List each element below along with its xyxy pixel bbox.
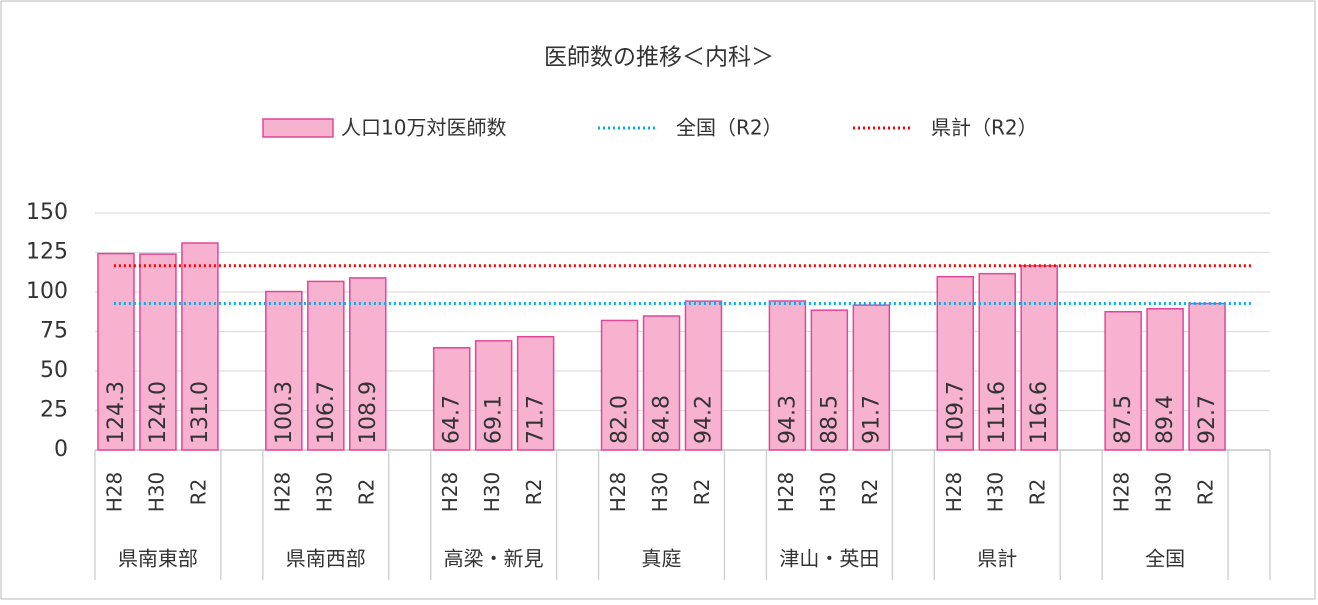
x-tick-label: H28 xyxy=(102,472,126,513)
x-tick-label: R2 xyxy=(522,479,546,506)
bar xyxy=(600,319,639,451)
x-tick-label: H30 xyxy=(648,472,672,513)
group-label: 真庭 xyxy=(642,547,682,571)
bar xyxy=(642,315,681,451)
x-tick-label: R2 xyxy=(186,479,210,506)
value-label: 87.5 xyxy=(1111,395,1136,444)
value-label: 84.8 xyxy=(650,395,675,444)
bar xyxy=(181,242,219,451)
bar xyxy=(1188,302,1226,451)
x-tick-label: H28 xyxy=(942,472,966,513)
group-label: 県計 xyxy=(977,547,1017,571)
bar xyxy=(936,275,975,451)
x-tick-label: H28 xyxy=(1110,472,1134,513)
value-label: 131.0 xyxy=(188,381,213,444)
group-label: 高梁・新見 xyxy=(444,547,544,571)
group-label: 津山・英田 xyxy=(779,547,879,571)
bar xyxy=(307,280,345,451)
value-label: 89.4 xyxy=(1153,395,1178,444)
bar xyxy=(139,253,177,451)
bar xyxy=(1020,265,1058,451)
legend-label: 人口10万対医師数 xyxy=(341,116,506,140)
bar xyxy=(474,340,513,451)
bar xyxy=(349,277,387,451)
x-tick-label: R2 xyxy=(690,479,714,506)
bar xyxy=(852,304,891,451)
legend-label: 県計（R2） xyxy=(931,116,1038,140)
x-tick-label: H30 xyxy=(312,472,336,513)
value-label: 82.0 xyxy=(608,395,633,444)
legend-label: 全国（R2） xyxy=(676,116,783,140)
value-label: 116.6 xyxy=(1027,381,1052,444)
y-tick-label: 25 xyxy=(40,398,68,423)
legend-swatch xyxy=(262,118,334,138)
value-label: 109.7 xyxy=(943,381,968,444)
value-label: 100.3 xyxy=(272,381,297,444)
y-tick-label: 0 xyxy=(54,437,68,462)
x-tick-label: H30 xyxy=(1152,472,1176,513)
bar xyxy=(684,300,723,451)
y-tick-label: 150 xyxy=(26,200,68,225)
value-label: 94.3 xyxy=(775,395,800,444)
y-tick-label: 125 xyxy=(26,240,68,265)
x-tick-label: H30 xyxy=(480,472,504,513)
group-label: 県南東部 xyxy=(118,547,198,571)
value-label: 124.0 xyxy=(146,381,171,444)
bar xyxy=(265,290,303,451)
x-tick-label: H30 xyxy=(144,472,168,513)
value-label: 94.2 xyxy=(691,395,716,444)
x-tick-label: H28 xyxy=(606,472,630,513)
value-label: 108.9 xyxy=(356,381,381,444)
x-tick-label: H30 xyxy=(816,472,840,513)
x-tick-label: R2 xyxy=(858,479,882,506)
x-tick-label: H28 xyxy=(438,472,462,513)
x-tick-label: H30 xyxy=(984,472,1008,513)
value-label: 88.5 xyxy=(817,395,842,444)
group-label: 全国 xyxy=(1145,547,1185,571)
x-tick-label: H28 xyxy=(270,472,294,513)
value-label: 106.7 xyxy=(314,381,339,444)
y-tick-label: 50 xyxy=(40,358,68,383)
bar xyxy=(810,309,849,451)
bar xyxy=(516,335,555,451)
value-label: 71.7 xyxy=(524,395,549,444)
y-tick-label: 100 xyxy=(26,279,68,304)
y-tick-label: 75 xyxy=(40,319,68,344)
value-label: 64.7 xyxy=(440,395,465,444)
value-label: 124.3 xyxy=(104,381,129,444)
bar xyxy=(768,300,807,451)
x-tick-label: R2 xyxy=(1026,479,1050,506)
x-tick-label: H28 xyxy=(774,472,798,513)
x-tick-label: R2 xyxy=(354,479,378,506)
chart-title: 医師数の推移＜内科＞ xyxy=(544,45,774,71)
value-label: 111.6 xyxy=(985,381,1010,444)
bar xyxy=(432,347,471,451)
value-label: 69.1 xyxy=(482,395,507,444)
bar xyxy=(97,252,135,451)
bar xyxy=(1104,311,1142,451)
value-label: 91.7 xyxy=(859,395,884,444)
bar xyxy=(1146,307,1184,451)
value-label: 92.7 xyxy=(1195,395,1220,444)
group-label: 県南西部 xyxy=(286,547,366,571)
x-tick-label: R2 xyxy=(1194,479,1218,506)
